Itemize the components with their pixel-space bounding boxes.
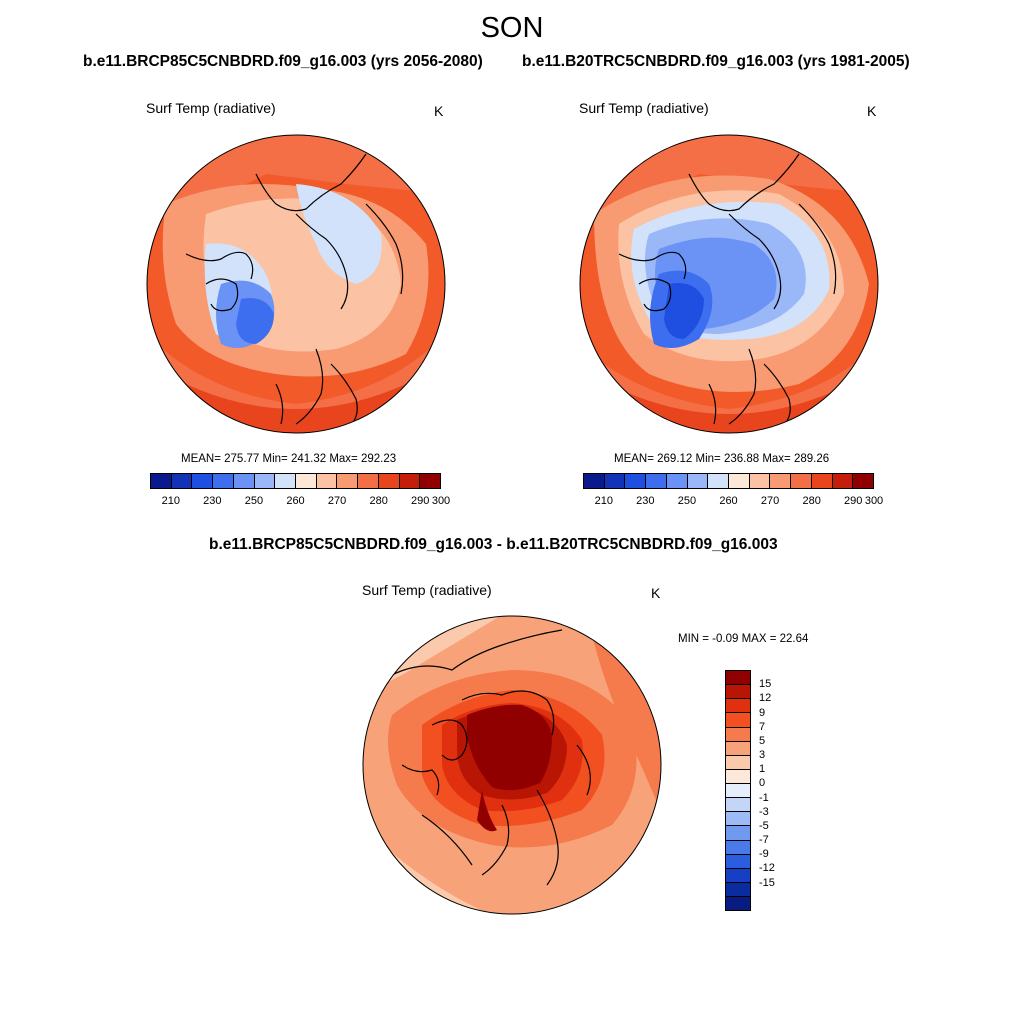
colorbar-swatch	[151, 474, 172, 488]
colorbar-swatch	[233, 474, 255, 488]
colorbar-tick-label: 290	[411, 495, 430, 507]
colorbar-swatch	[726, 868, 750, 883]
colorbar-swatch	[726, 671, 750, 686]
colorbar-swatch	[275, 474, 297, 488]
colorbar-swatch	[666, 474, 688, 488]
colorbar-tick-label: -3	[759, 805, 769, 818]
panel2-polar-map	[579, 134, 879, 434]
colorbar-tick-label: 9	[759, 706, 766, 719]
colorbar-swatch	[726, 755, 750, 770]
colorbar-swatch	[296, 474, 317, 488]
colorbar-swatch	[726, 826, 750, 841]
panel2-case-title: b.e11.B20TRC5CNBDRD.f09_g16.003 (yrs 198…	[522, 53, 910, 70]
colorbar-tick-label: 250	[244, 495, 264, 507]
colorbar-swatch	[832, 474, 854, 488]
colorbar-tick-label: 230	[636, 495, 655, 507]
colorbar-swatch	[726, 784, 750, 799]
colorbar-tick-label: -5	[759, 819, 769, 832]
colorbar-tick-label: 260	[719, 495, 738, 507]
colorbar-tick-label: 270	[760, 495, 780, 507]
colorbar-swatch	[726, 897, 750, 911]
season-title: SON	[480, 12, 544, 44]
colorbar-swatch	[420, 474, 441, 488]
colorbar-swatch	[584, 474, 605, 488]
colorbar-swatch	[646, 474, 667, 488]
colorbar-tick-label: 0	[759, 777, 766, 790]
diff-variable-title: Surf Temp (radiative)	[362, 582, 492, 598]
colorbar-swatch	[708, 474, 730, 488]
colorbar-tick-label: -1	[759, 791, 769, 804]
colorbar-swatch	[726, 854, 750, 869]
colorbar-tick-label: 250	[677, 495, 697, 507]
colorbar-tick-label: 230	[203, 495, 222, 507]
colorbar-tick-label: -12	[759, 862, 775, 875]
colorbar-tick-label: -7	[759, 834, 769, 847]
colorbar-swatch	[399, 474, 421, 488]
colorbar-tick-label: 300	[864, 495, 884, 507]
colorbar-tick-label: 5	[759, 734, 766, 747]
diff-case-title: b.e11.BRCP85C5CNBDRD.f09_g16.003 - b.e11…	[209, 536, 778, 553]
colorbar-swatch	[378, 474, 400, 488]
colorbar-tick-label: 210	[594, 495, 613, 507]
colorbar-swatch	[749, 474, 771, 488]
panel1-colorbar	[150, 473, 441, 489]
colorbar-tick-label: 260	[286, 495, 305, 507]
colorbar-tick-label: -15	[759, 876, 775, 889]
colorbar-swatch	[625, 474, 647, 488]
colorbar-tick-label: 15	[759, 678, 772, 691]
panel2-unit: K	[867, 103, 877, 119]
colorbar-swatch	[192, 474, 214, 488]
colorbar-swatch	[213, 474, 234, 488]
colorbar-swatch	[729, 474, 750, 488]
colorbar-swatch	[358, 474, 379, 488]
colorbar-swatch	[337, 474, 359, 488]
colorbar-tick-label: 210	[161, 495, 180, 507]
colorbar-swatch	[726, 713, 750, 728]
panel2-colorbar	[583, 473, 874, 489]
colorbar-tick-label: 280	[369, 495, 388, 507]
panel2-variable-title: Surf Temp (radiative)	[579, 100, 709, 116]
colorbar-tick-label: 300	[431, 495, 451, 507]
colorbar-tick-label: 270	[327, 495, 347, 507]
panel1-unit: K	[434, 103, 444, 119]
colorbar-tick-label: 7	[759, 720, 766, 733]
colorbar-swatch	[726, 699, 750, 714]
diff-colorbar	[725, 670, 751, 911]
colorbar-swatch	[604, 474, 626, 488]
panel1-stats: MEAN= 275.77 Min= 241.32 Max= 292.23	[181, 453, 397, 465]
colorbar-swatch	[726, 741, 750, 756]
colorbar-tick-label: 3	[759, 749, 766, 762]
colorbar-swatch	[726, 685, 750, 700]
colorbar-swatch	[316, 474, 338, 488]
colorbar-tick-label: 280	[802, 495, 821, 507]
colorbar-swatch	[791, 474, 812, 488]
colorbar-swatch	[811, 474, 833, 488]
diff-polar-map	[362, 615, 662, 915]
colorbar-swatch	[726, 840, 750, 855]
colorbar-tick-label: 1	[759, 763, 766, 776]
colorbar-swatch	[687, 474, 709, 488]
panel1-variable-title: Surf Temp (radiative)	[146, 100, 276, 116]
colorbar-swatch	[254, 474, 276, 488]
colorbar-swatch	[853, 474, 874, 488]
colorbar-swatch	[770, 474, 792, 488]
diff-stats: MIN = -0.09 MAX = 22.64	[678, 633, 809, 645]
colorbar-swatch	[171, 474, 193, 488]
panel1-polar-map	[146, 134, 446, 434]
colorbar-tick-label: -9	[759, 848, 769, 861]
panel1-case-title: b.e11.BRCP85C5CNBDRD.f09_g16.003 (yrs 20…	[83, 53, 483, 70]
colorbar-swatch	[726, 769, 750, 784]
colorbar-swatch	[726, 812, 750, 827]
panel1-colorbar-labels: 210 230 250 260 270 280 290 300	[150, 495, 451, 509]
colorbar-tick-label: 12	[759, 692, 772, 705]
colorbar-tick-label: 290	[844, 495, 863, 507]
panel2-colorbar-labels: 210 230 250 260 270 280 290 300	[583, 495, 884, 509]
panel2-stats: MEAN= 269.12 Min= 236.88 Max= 289.26	[614, 453, 830, 465]
colorbar-swatch	[726, 882, 750, 897]
colorbar-swatch	[726, 798, 750, 813]
diff-colorbar-labels: 15 12 9 7 5 3 1 0 -1 -3 -5 -7 -9 -12 -15	[759, 670, 799, 911]
diff-unit: K	[651, 585, 661, 601]
colorbar-swatch	[726, 727, 750, 742]
